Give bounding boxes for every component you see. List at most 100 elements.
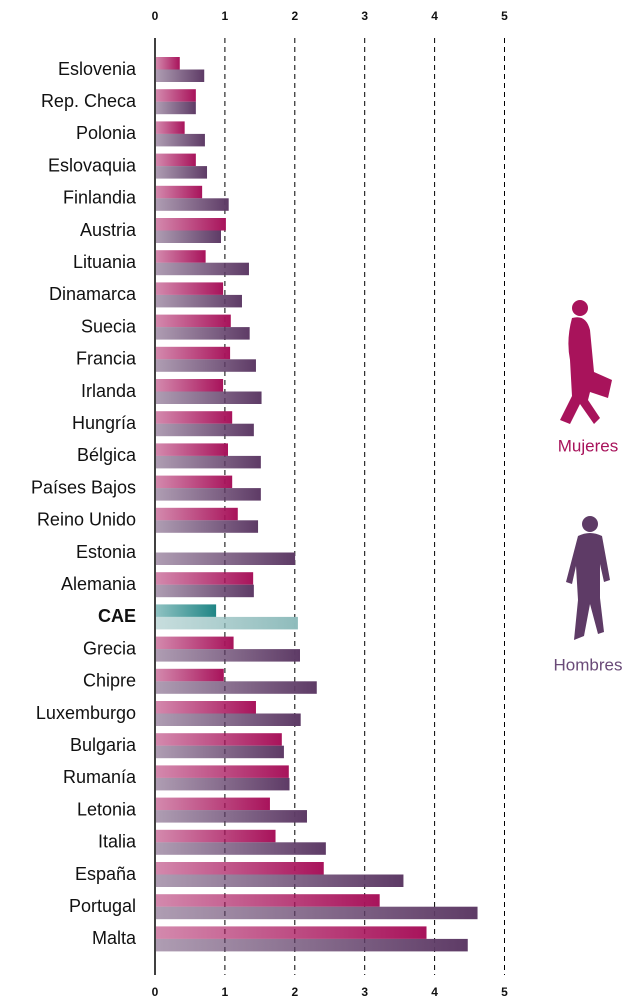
category-label: Portugal bbox=[69, 896, 136, 916]
bar bbox=[156, 391, 262, 404]
bar bbox=[156, 327, 250, 340]
bar bbox=[156, 359, 256, 372]
bar bbox=[156, 906, 478, 920]
legend-label: Hombres bbox=[554, 655, 623, 674]
x-tick-label: 4 bbox=[431, 985, 438, 999]
category-label: Estonia bbox=[76, 542, 137, 562]
bar bbox=[156, 230, 222, 243]
bar bbox=[156, 185, 203, 199]
category-label: Alemania bbox=[61, 574, 137, 594]
bar bbox=[156, 604, 217, 617]
x-tick-label: 0 bbox=[152, 9, 159, 23]
bar bbox=[156, 713, 301, 726]
bar bbox=[156, 121, 185, 134]
bar bbox=[156, 874, 404, 887]
category-label: Austria bbox=[80, 220, 137, 240]
category-label: Bélgica bbox=[77, 445, 137, 465]
category-label: Grecia bbox=[83, 638, 137, 658]
bar bbox=[156, 649, 300, 662]
category-label: Letonia bbox=[77, 799, 137, 819]
bar bbox=[156, 133, 205, 147]
x-tick-label: 5 bbox=[501, 985, 508, 999]
bar bbox=[156, 282, 224, 295]
category-label: Polonia bbox=[76, 123, 137, 143]
x-tick-label: 1 bbox=[222, 9, 229, 23]
x-tick-label: 1 bbox=[222, 985, 229, 999]
category-label: Francia bbox=[76, 349, 137, 369]
x-tick-label: 2 bbox=[291, 9, 298, 23]
bar bbox=[156, 250, 206, 263]
bar bbox=[156, 455, 261, 469]
x-tick-label: 0 bbox=[152, 985, 159, 999]
x-tick-label: 3 bbox=[361, 985, 368, 999]
category-label: Luxemburgo bbox=[36, 703, 136, 723]
bar bbox=[156, 443, 228, 456]
x-tick-label: 5 bbox=[501, 9, 508, 23]
x-tick-label: 2 bbox=[291, 985, 298, 999]
category-label: Irlanda bbox=[81, 381, 137, 401]
bar bbox=[156, 488, 261, 501]
bar bbox=[156, 894, 380, 907]
bar bbox=[156, 701, 256, 714]
bar bbox=[156, 636, 234, 650]
bar bbox=[156, 765, 289, 778]
bar bbox=[156, 153, 196, 167]
bar bbox=[156, 507, 238, 521]
bar bbox=[156, 829, 276, 843]
bar bbox=[156, 733, 282, 746]
category-label: Hungría bbox=[72, 413, 137, 433]
category-label: Malta bbox=[92, 928, 137, 948]
category-label: Chipre bbox=[83, 671, 136, 691]
bar bbox=[156, 584, 254, 598]
bar bbox=[156, 69, 205, 82]
bar bbox=[156, 681, 317, 694]
bar bbox=[156, 777, 290, 791]
category-label: Lituania bbox=[73, 252, 137, 272]
category-label: Italia bbox=[98, 832, 137, 852]
bar bbox=[156, 101, 196, 115]
category-label: Países Bajos bbox=[31, 477, 136, 497]
legend-label: Mujeres bbox=[558, 436, 618, 455]
bar bbox=[156, 572, 254, 585]
bar bbox=[156, 668, 224, 682]
bar bbox=[156, 57, 180, 70]
bar bbox=[156, 89, 196, 102]
bar bbox=[156, 411, 233, 424]
bar bbox=[156, 745, 284, 759]
bar bbox=[156, 166, 208, 179]
bar bbox=[156, 938, 468, 952]
bar bbox=[156, 552, 296, 565]
bar bbox=[156, 862, 324, 875]
man-icon bbox=[566, 516, 610, 640]
bar bbox=[156, 198, 229, 211]
bar bbox=[156, 314, 231, 328]
bar bbox=[156, 262, 249, 276]
bar bbox=[156, 520, 259, 533]
x-tick-label: 3 bbox=[361, 9, 368, 23]
category-label: Rep. Checa bbox=[41, 91, 137, 111]
bar bbox=[156, 616, 298, 630]
category-label: Eslovenia bbox=[58, 59, 137, 79]
category-label: Reino Unido bbox=[37, 510, 136, 530]
bar bbox=[156, 797, 270, 811]
bar bbox=[156, 379, 224, 392]
woman-icon bbox=[560, 300, 612, 424]
bar bbox=[156, 294, 242, 308]
bar bbox=[156, 810, 307, 823]
x-tick-label: 4 bbox=[431, 9, 438, 23]
category-label: CAE bbox=[98, 606, 136, 626]
category-label: Bulgaria bbox=[70, 735, 137, 755]
category-label: Dinamarca bbox=[49, 284, 137, 304]
category-label: Finlandia bbox=[63, 188, 137, 208]
category-label: Suecia bbox=[81, 316, 137, 336]
bar bbox=[156, 423, 254, 437]
bar bbox=[156, 926, 427, 939]
bar bbox=[156, 218, 226, 231]
category-label: España bbox=[75, 864, 137, 884]
category-label: Eslovaquia bbox=[48, 155, 137, 175]
bar bbox=[156, 842, 326, 855]
category-label: Rumanía bbox=[63, 767, 137, 787]
bar bbox=[156, 346, 231, 360]
bar bbox=[156, 475, 233, 489]
